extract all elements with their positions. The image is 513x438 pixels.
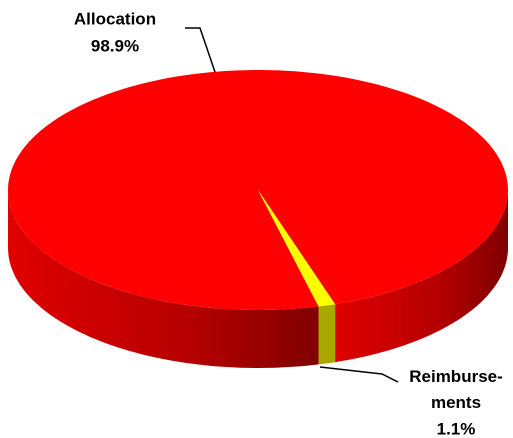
pie-side bbox=[318, 304, 336, 365]
label-line: ments bbox=[431, 393, 481, 412]
value-label: 98.9% bbox=[91, 36, 139, 55]
leader-line bbox=[185, 27, 216, 73]
label-line: Reimburse- bbox=[409, 367, 503, 386]
pie-slice bbox=[258, 190, 336, 307]
pie-side bbox=[335, 190, 508, 363]
value-label: 1.1% bbox=[437, 419, 476, 438]
pie-side bbox=[8, 190, 319, 368]
category-label: Allocation bbox=[74, 9, 156, 28]
category-label: Reimburse-ments bbox=[409, 367, 503, 412]
leader-line bbox=[319, 366, 399, 383]
